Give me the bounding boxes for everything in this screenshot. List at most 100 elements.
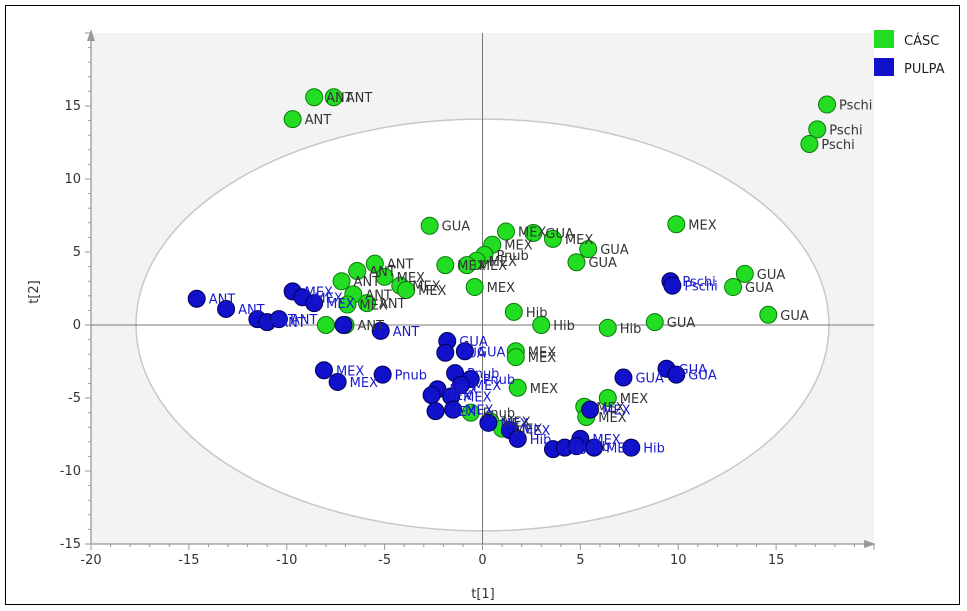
casc-point[interactable] bbox=[283, 110, 302, 129]
pulpa-point[interactable] bbox=[187, 289, 206, 308]
casc-point[interactable] bbox=[338, 295, 357, 314]
pulpa-point-label: GUA bbox=[459, 335, 488, 350]
casc-point-label: ANT bbox=[326, 91, 353, 106]
x-tick-label: 0 bbox=[478, 553, 486, 568]
casc-point-label: GUA bbox=[745, 281, 774, 296]
casc-point[interactable] bbox=[724, 278, 743, 297]
casc-point[interactable] bbox=[598, 318, 617, 337]
pulpa-point[interactable] bbox=[444, 400, 463, 419]
casc-point[interactable] bbox=[436, 256, 455, 275]
pulpa-point[interactable] bbox=[334, 316, 353, 334]
casc-point-label: Pnub bbox=[496, 249, 528, 264]
casc-point[interactable] bbox=[332, 272, 351, 291]
pulpa-point[interactable] bbox=[269, 310, 288, 329]
casc-point[interactable] bbox=[496, 222, 515, 241]
x-tick-label: -10 bbox=[276, 553, 297, 568]
casc-point[interactable] bbox=[461, 403, 480, 422]
pulpa-point[interactable] bbox=[622, 438, 641, 457]
pulpa-point[interactable] bbox=[567, 437, 586, 456]
casc-point-label: MEX bbox=[479, 259, 507, 274]
pulpa-point-label: ANT bbox=[291, 313, 318, 328]
casc-point[interactable] bbox=[808, 120, 827, 139]
x-axis-arrow bbox=[864, 540, 876, 548]
casc-point-label: GUA bbox=[588, 256, 617, 271]
casc-point[interactable] bbox=[397, 280, 416, 299]
casc-point[interactable] bbox=[567, 253, 586, 272]
casc-point[interactable] bbox=[316, 316, 335, 334]
casc-point-label: MEX bbox=[489, 255, 517, 270]
pulpa-point-label: GUA bbox=[688, 369, 717, 384]
pulpa-point[interactable] bbox=[667, 365, 686, 384]
pulpa-point[interactable] bbox=[663, 276, 682, 295]
casc-point[interactable] bbox=[457, 256, 476, 275]
casc-point[interactable] bbox=[818, 95, 837, 114]
pulpa-point-label: MEX bbox=[350, 376, 378, 391]
pulpa-point[interactable] bbox=[581, 400, 600, 419]
pulpa-point[interactable] bbox=[436, 343, 455, 362]
casc-point-label: MEX bbox=[528, 351, 556, 366]
casc-point-label: Pschi bbox=[839, 99, 872, 114]
casc-point[interactable] bbox=[305, 88, 324, 107]
y-axis-label: t[2] bbox=[27, 280, 42, 304]
casc-point[interactable] bbox=[508, 378, 527, 397]
pulpa-point-label: ANT bbox=[238, 303, 265, 318]
pulpa-point-label: MEX bbox=[314, 291, 342, 306]
pulpa-point[interactable] bbox=[305, 294, 324, 313]
pulpa-point[interactable] bbox=[426, 402, 445, 421]
casc-point[interactable] bbox=[735, 264, 754, 283]
legend-swatch-pulpa[interactable] bbox=[874, 58, 894, 76]
casc-point[interactable] bbox=[365, 254, 384, 273]
casc-point-label: Pnub bbox=[483, 407, 515, 422]
pulpa-point-label: ANT bbox=[209, 293, 236, 308]
pulpa-point-label: MEX bbox=[465, 404, 493, 419]
pulpa-point[interactable] bbox=[371, 321, 390, 340]
legend-label-casc: CÁSC bbox=[904, 33, 939, 49]
casc-point-label: MEX bbox=[688, 218, 716, 233]
pulpa-point-label: Pschi bbox=[684, 280, 717, 295]
pulpa-point[interactable] bbox=[314, 361, 333, 380]
pulpa-point[interactable] bbox=[614, 368, 633, 387]
pulpa-point-label: Hib bbox=[530, 433, 552, 448]
casc-point[interactable] bbox=[465, 278, 484, 297]
legend-swatch-casc[interactable] bbox=[874, 30, 894, 48]
casc-point[interactable] bbox=[358, 294, 377, 313]
pulpa-point[interactable] bbox=[451, 375, 470, 394]
pulpa-point-label: Hib bbox=[643, 442, 665, 457]
casc-point[interactable] bbox=[324, 88, 343, 107]
casc-point[interactable] bbox=[759, 305, 778, 324]
casc-point[interactable] bbox=[506, 348, 525, 367]
casc-point[interactable] bbox=[504, 302, 523, 321]
pulpa-point[interactable] bbox=[422, 386, 441, 405]
pulpa-point-label: MEX bbox=[473, 379, 501, 394]
pulpa-point[interactable] bbox=[508, 429, 527, 448]
casc-point[interactable] bbox=[524, 224, 543, 243]
pulpa-point-label: GUA bbox=[477, 345, 506, 360]
casc-point[interactable] bbox=[420, 216, 439, 235]
casc-point[interactable] bbox=[645, 313, 664, 332]
casc-point[interactable] bbox=[375, 267, 394, 286]
casc-point-label: ANT bbox=[365, 288, 392, 303]
casc-point[interactable] bbox=[543, 229, 562, 248]
chart-frame: -20 -15 -10 -5 0 5 10 15 -15 -10 -5 0 5 10 15 ANT ANT AN… bbox=[5, 5, 960, 605]
casc-point[interactable] bbox=[598, 389, 617, 407]
casc-point[interactable] bbox=[348, 261, 367, 280]
pulpa-point[interactable] bbox=[217, 299, 236, 318]
casc-point-label: ANT bbox=[379, 297, 406, 312]
pulpa-point-label: ANT bbox=[269, 313, 296, 328]
casc-point[interactable] bbox=[579, 240, 598, 259]
pulpa-point[interactable] bbox=[479, 413, 498, 432]
casc-point[interactable] bbox=[532, 316, 551, 334]
x-tick-label: 10 bbox=[670, 553, 687, 568]
casc-point[interactable] bbox=[667, 215, 686, 234]
pulpa-point[interactable] bbox=[585, 438, 604, 457]
pulpa-point[interactable] bbox=[455, 342, 474, 361]
casc-point-label: MEX bbox=[504, 239, 532, 254]
pulpa-point[interactable] bbox=[373, 365, 392, 384]
casc-point-label: MEX bbox=[457, 259, 485, 274]
casc-point[interactable] bbox=[800, 134, 819, 153]
pulpa-point[interactable] bbox=[328, 372, 347, 391]
casc-point-label: GUA bbox=[667, 316, 696, 331]
